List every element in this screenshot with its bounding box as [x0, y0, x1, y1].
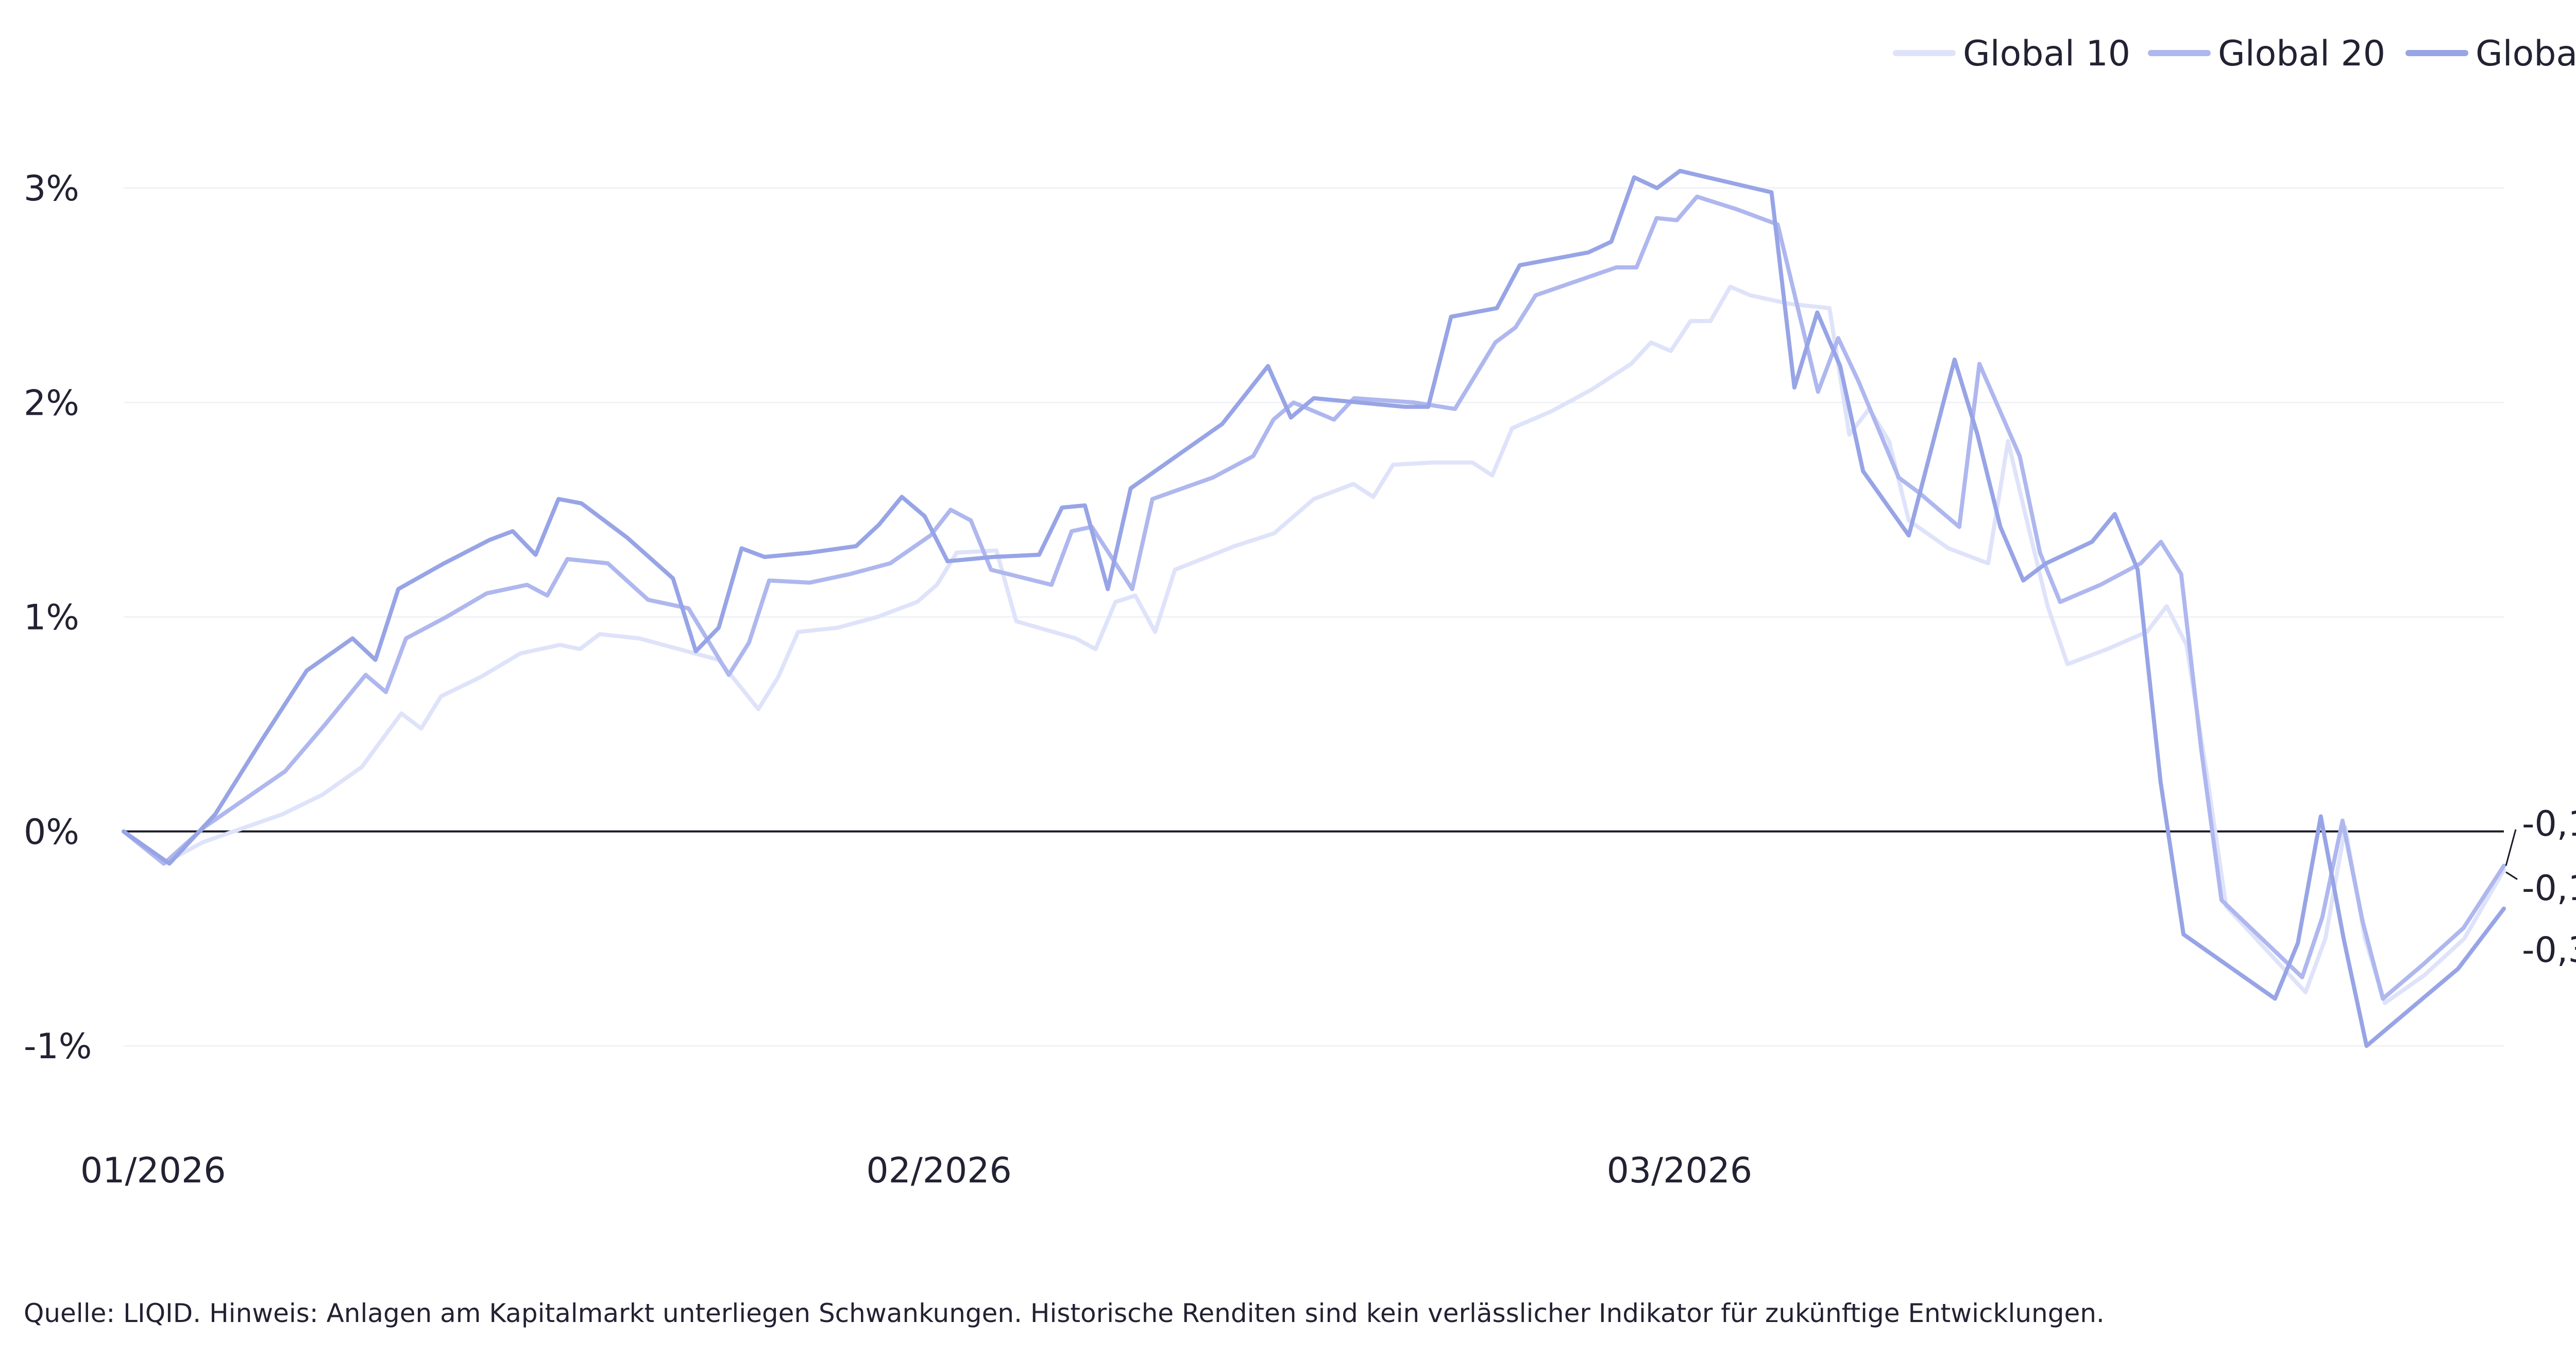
x-axis-ticks: 01/2026 02/2026 03/2026 [80, 1150, 1752, 1191]
y-tick-label: 1% [24, 598, 79, 638]
legend-label: Global 30 [2476, 33, 2576, 74]
y-tick-label: 2% [24, 383, 79, 424]
y-tick-label: 0% [24, 812, 79, 853]
series-lines [122, 168, 2506, 1048]
end-value-label: -0,16% [2522, 804, 2576, 844]
y-tick-label: -1% [24, 1026, 92, 1067]
y-axis-ticks: 3% 2% 1% 0% -1% [24, 168, 92, 1067]
series-line-2 [122, 194, 2506, 1001]
y-tick-label: 3% [24, 168, 79, 209]
legend: Global 10 Global 20 Global 30 [1893, 33, 2576, 74]
leader-line [2505, 871, 2518, 880]
end-value-label: -0,18% [2522, 868, 2576, 909]
end-value-label: -0,36% [2522, 930, 2576, 971]
x-tick-label: 02/2026 [866, 1150, 1012, 1191]
end-labels: -0,16% -0,18% -0,36% [2505, 804, 2576, 971]
x-tick-label: 03/2026 [1607, 1150, 1753, 1191]
legend-label: Global 10 [1963, 33, 2130, 74]
series-line-3 [122, 168, 2506, 1048]
source-note: Quelle: LIQID. Hinweis: Anlagen am Kapit… [24, 1298, 2105, 1328]
series-line-1 [122, 284, 2506, 1005]
gridlines [124, 187, 2504, 1047]
legend-label: Global 20 [2218, 33, 2385, 74]
x-tick-label: 01/2026 [80, 1150, 226, 1191]
leader-line [2505, 829, 2517, 866]
